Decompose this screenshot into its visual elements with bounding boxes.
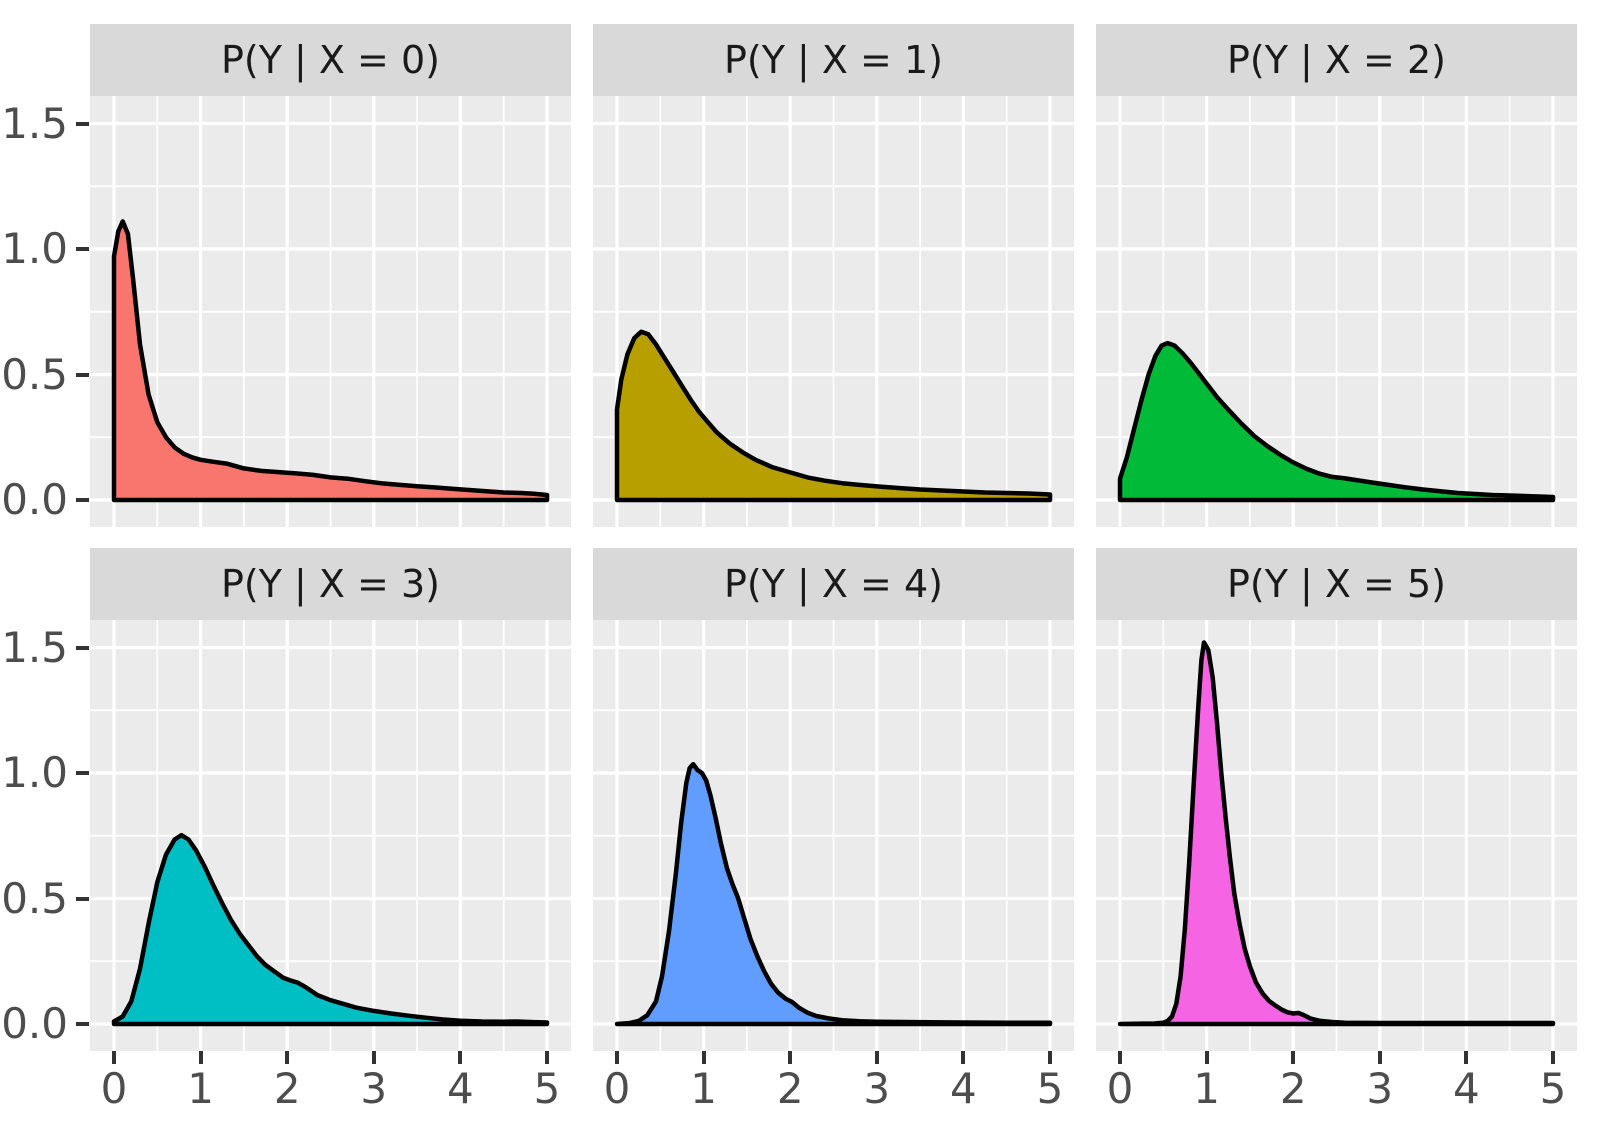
x-axis-tick — [1291, 1051, 1296, 1064]
x-axis-label: 0 — [1106, 1064, 1134, 1113]
x-axis-label: 4 — [447, 1064, 474, 1113]
x-axis-label: 5 — [1539, 1064, 1567, 1113]
density-plot-x5 — [1096, 620, 1577, 1051]
facet-panel-x0 — [90, 96, 571, 527]
x-axis-tick — [1048, 1051, 1052, 1064]
facet-panel-x1 — [593, 96, 1074, 527]
y-axis-tick — [76, 372, 89, 377]
x-axis-tick — [615, 1051, 619, 1064]
y-axis-tick — [76, 896, 89, 901]
y-axis-label: 0.0 — [1, 999, 68, 1048]
facet-panel-x3 — [90, 620, 571, 1051]
x-axis-tick — [788, 1051, 793, 1064]
x-axis-label: 3 — [1366, 1064, 1394, 1113]
x-axis-label: 3 — [360, 1064, 388, 1113]
y-axis-label: 0.5 — [1, 349, 68, 399]
density-plot-x4 — [593, 620, 1074, 1051]
y-axis-label: 1.5 — [1, 622, 68, 672]
x-axis-tick — [458, 1051, 463, 1064]
facet-strip-x5: P(Y | X = 5) — [1096, 548, 1577, 620]
x-axis-tick — [198, 1051, 203, 1064]
x-axis-label: 2 — [273, 1064, 301, 1113]
x-axis-tick — [701, 1051, 706, 1064]
x-axis-tick — [545, 1051, 549, 1064]
x-axis-label: 0 — [100, 1064, 128, 1113]
y-axis-tick — [76, 498, 89, 502]
facet-panel-x2 — [1096, 96, 1577, 527]
facet-title-x2: P(Y | X = 2) — [1227, 38, 1446, 82]
density-plot-x1 — [593, 96, 1074, 527]
density-plot-x0 — [90, 96, 571, 527]
x-axis-label: 4 — [1453, 1064, 1480, 1113]
facet-panel-x5 — [1096, 620, 1577, 1051]
x-axis-label: 5 — [1036, 1064, 1064, 1113]
y-axis-label: 1.0 — [1, 224, 68, 273]
facet-title-x4: P(Y | X = 4) — [724, 562, 943, 606]
x-axis-label: 4 — [950, 1064, 977, 1113]
facet-strip-x3: P(Y | X = 3) — [90, 548, 571, 620]
x-axis-label: 2 — [1279, 1064, 1307, 1113]
x-axis-tick — [285, 1051, 290, 1064]
x-axis-tick — [1464, 1051, 1469, 1064]
x-axis-label: 1 — [1193, 1064, 1220, 1113]
x-axis-tick — [371, 1051, 376, 1064]
x-axis-label: 1 — [187, 1064, 214, 1113]
y-axis-tick — [76, 771, 89, 775]
x-axis-tick — [961, 1051, 966, 1064]
x-axis-label: 5 — [533, 1064, 561, 1113]
facet-panel-x4 — [593, 620, 1074, 1051]
x-axis-tick — [112, 1051, 116, 1064]
x-axis-tick — [1551, 1051, 1555, 1064]
facet-title-x1: P(Y | X = 1) — [724, 38, 943, 82]
x-axis-label: 2 — [776, 1064, 804, 1113]
y-axis-label: 1.5 — [1, 98, 68, 148]
facet-strip-x0: P(Y | X = 0) — [90, 24, 571, 96]
x-axis-tick — [1377, 1051, 1382, 1064]
x-axis-tick — [874, 1051, 879, 1064]
x-axis-label: 3 — [863, 1064, 891, 1113]
x-axis-label: 1 — [690, 1064, 717, 1113]
x-axis-tick — [1118, 1051, 1122, 1064]
facet-title-x0: P(Y | X = 0) — [221, 38, 440, 82]
x-axis-tick — [1204, 1051, 1209, 1064]
facet-strip-x1: P(Y | X = 1) — [593, 24, 1074, 96]
y-axis-label: 1.0 — [1, 748, 68, 797]
facet-title-x3: P(Y | X = 3) — [221, 562, 440, 606]
x-axis-label: 0 — [603, 1064, 631, 1113]
y-axis-tick — [76, 645, 89, 650]
facet-strip-x2: P(Y | X = 2) — [1096, 24, 1577, 96]
density-plot-x2 — [1096, 96, 1577, 527]
y-axis-tick — [76, 121, 89, 126]
density-plot-x3 — [90, 620, 571, 1051]
facet-strip-x4: P(Y | X = 4) — [593, 548, 1074, 620]
y-axis-label: 0.5 — [1, 873, 68, 923]
facet-title-x5: P(Y | X = 5) — [1227, 562, 1446, 606]
y-axis-tick — [76, 1022, 89, 1026]
y-axis-tick — [76, 247, 89, 251]
y-axis-label: 0.0 — [1, 475, 68, 524]
